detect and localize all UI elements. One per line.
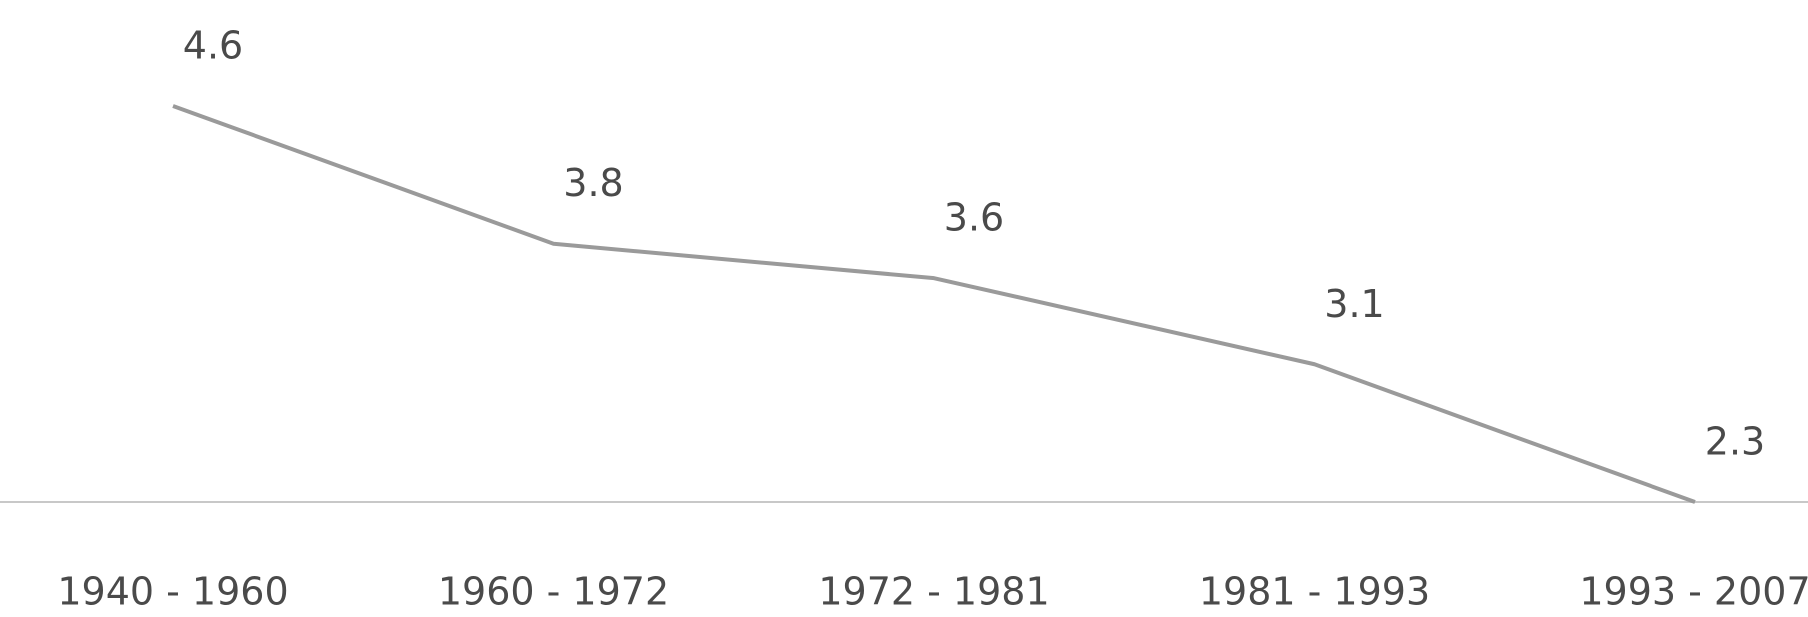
x-tick-label: 1972 - 1981 — [818, 570, 1049, 614]
data-label: 4.6 — [183, 24, 243, 68]
x-tick-label: 1960 - 1972 — [438, 570, 669, 614]
data-label: 2.3 — [1705, 420, 1765, 464]
data-line — [172, 104, 1696, 504]
data-label: 3.1 — [1324, 282, 1384, 326]
x-tick-label: 1981 - 1993 — [1199, 570, 1430, 614]
x-tick-label: 1993 - 2007 — [1579, 570, 1808, 614]
data-label: 3.6 — [944, 196, 1004, 240]
x-tick-label: 1940 - 1960 — [57, 570, 288, 614]
data-label: 3.8 — [563, 161, 623, 205]
